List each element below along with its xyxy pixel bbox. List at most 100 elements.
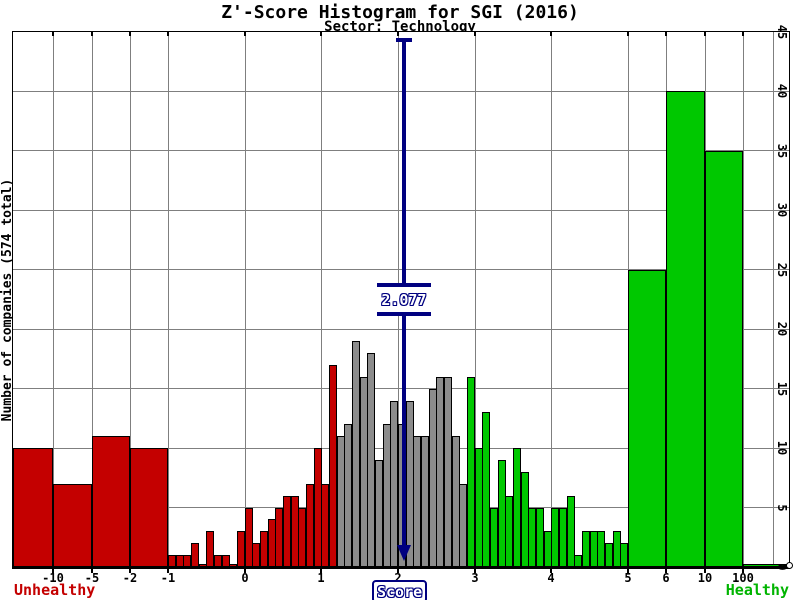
gridline-vertical bbox=[475, 32, 476, 567]
score-axis-label-text: Score bbox=[377, 583, 423, 600]
histogram-bar bbox=[214, 555, 222, 567]
y-axis-tick-label: 25 bbox=[775, 262, 789, 277]
x-axis-tick-label: 0 bbox=[241, 571, 249, 585]
histogram-bar bbox=[582, 531, 590, 567]
histogram-bar bbox=[444, 376, 452, 567]
score-axis-label: Score bbox=[372, 580, 428, 600]
marker-whisker-top bbox=[376, 283, 431, 287]
x-axis-tick bbox=[627, 569, 629, 573]
y-axis-tick-label: 35 bbox=[775, 143, 789, 159]
histogram-bar bbox=[329, 364, 337, 567]
y-axis-tick-label: 5 bbox=[775, 503, 789, 512]
histogram-bar bbox=[559, 507, 567, 567]
histogram-bar bbox=[206, 531, 214, 567]
gridline-vertical bbox=[130, 32, 131, 567]
y-axis-tick-label: 40 bbox=[775, 84, 789, 99]
gridline-horizontal bbox=[13, 209, 789, 211]
x-axis-tick-label: 100 bbox=[732, 571, 754, 585]
histogram-bar bbox=[275, 507, 283, 567]
histogram-bar bbox=[620, 543, 628, 567]
histogram-bar bbox=[574, 555, 582, 567]
histogram-bar bbox=[551, 507, 559, 567]
axis-tick-mark bbox=[397, 32, 399, 36]
histogram-bar bbox=[666, 91, 705, 567]
histogram-bar bbox=[597, 531, 605, 567]
axis-tick-mark bbox=[129, 32, 131, 36]
axis-tick-mark bbox=[474, 32, 476, 36]
x-axis-tick-label: -1 bbox=[160, 571, 176, 585]
x-axis-tick-label: -10 bbox=[42, 571, 64, 585]
histogram-bar bbox=[222, 555, 230, 567]
gridline-vertical bbox=[321, 32, 322, 567]
x-axis-tick-label: 1 bbox=[317, 571, 325, 585]
x-axis-tick bbox=[742, 569, 744, 573]
histogram-bar bbox=[183, 555, 191, 567]
axis-tick-mark bbox=[627, 32, 629, 36]
histogram-bar bbox=[467, 376, 475, 567]
histogram-bar bbox=[482, 412, 490, 567]
x-axis-tick bbox=[52, 569, 54, 573]
unhealthy-label: Unhealthy bbox=[14, 581, 96, 599]
histogram-bar bbox=[237, 531, 245, 567]
histogram-bar bbox=[421, 436, 429, 567]
axis-tick-mark bbox=[704, 32, 706, 36]
histogram-bar bbox=[390, 400, 398, 567]
x-axis-tick bbox=[129, 569, 131, 573]
axis-tick-mark bbox=[320, 32, 322, 36]
histogram-bar bbox=[130, 448, 168, 567]
histogram-bar bbox=[536, 507, 544, 567]
x-axis-tick bbox=[704, 569, 706, 573]
histogram-bar bbox=[260, 531, 268, 567]
gridline-vertical bbox=[743, 32, 744, 567]
histogram-bar bbox=[528, 507, 536, 567]
marker-label-box: 2.077 bbox=[376, 287, 431, 312]
histogram-bar bbox=[252, 543, 260, 567]
y-axis-tick-label: 10 bbox=[775, 440, 789, 456]
histogram-bar bbox=[490, 507, 498, 567]
marker-whisker-bottom bbox=[376, 312, 431, 316]
histogram-bar bbox=[367, 353, 375, 567]
x-axis-tick bbox=[167, 569, 169, 573]
histogram-bar bbox=[191, 543, 199, 567]
y-axis-tick-label: 30 bbox=[775, 203, 789, 218]
x-axis-tick bbox=[320, 569, 322, 573]
x-axis-tick-label: -2 bbox=[122, 571, 138, 585]
histogram-bar bbox=[298, 507, 306, 567]
y-axis-tick-label: 45 bbox=[775, 24, 789, 40]
x-axis-tick-label: 10 bbox=[697, 571, 713, 585]
histogram-bar bbox=[306, 483, 314, 567]
x-axis-tick bbox=[397, 569, 399, 573]
histogram-bar bbox=[92, 436, 130, 567]
histogram-bar bbox=[344, 424, 352, 567]
y-axis-tick-label: 15 bbox=[775, 381, 789, 396]
marker-arrow bbox=[396, 545, 411, 561]
histogram-bar bbox=[413, 436, 421, 567]
gridline-vertical bbox=[245, 32, 246, 567]
x-axis-tick-label: 3 bbox=[471, 571, 479, 585]
histogram-bar bbox=[459, 483, 467, 567]
gridline-vertical bbox=[53, 32, 54, 567]
histogram-bar bbox=[605, 543, 613, 567]
x-axis-tick-label: 5 bbox=[624, 571, 632, 585]
x-axis-tick-label: 6 bbox=[662, 571, 670, 585]
x-axis-tick bbox=[550, 569, 552, 573]
axis-tick-mark bbox=[91, 32, 93, 36]
histogram-bar bbox=[705, 150, 743, 567]
axis-tick-mark bbox=[665, 32, 667, 36]
histogram-bar bbox=[283, 495, 291, 567]
axis-tick-mark bbox=[52, 32, 54, 36]
overflow-point-marker bbox=[786, 562, 793, 569]
gridline-horizontal bbox=[13, 90, 789, 92]
x-axis-tick bbox=[665, 569, 667, 573]
gridline-vertical bbox=[773, 32, 774, 567]
histogram-bar bbox=[53, 483, 92, 567]
histogram-bar bbox=[321, 483, 329, 567]
gridline-horizontal bbox=[13, 388, 789, 390]
gridline-vertical bbox=[92, 32, 93, 567]
histogram-bar bbox=[375, 460, 383, 567]
gridline-vertical bbox=[551, 32, 552, 567]
y-axis-tick-label: 20 bbox=[775, 321, 789, 337]
axis-tick-mark bbox=[550, 32, 552, 36]
histogram-bar bbox=[13, 448, 53, 567]
x-axis-tick bbox=[474, 569, 476, 573]
